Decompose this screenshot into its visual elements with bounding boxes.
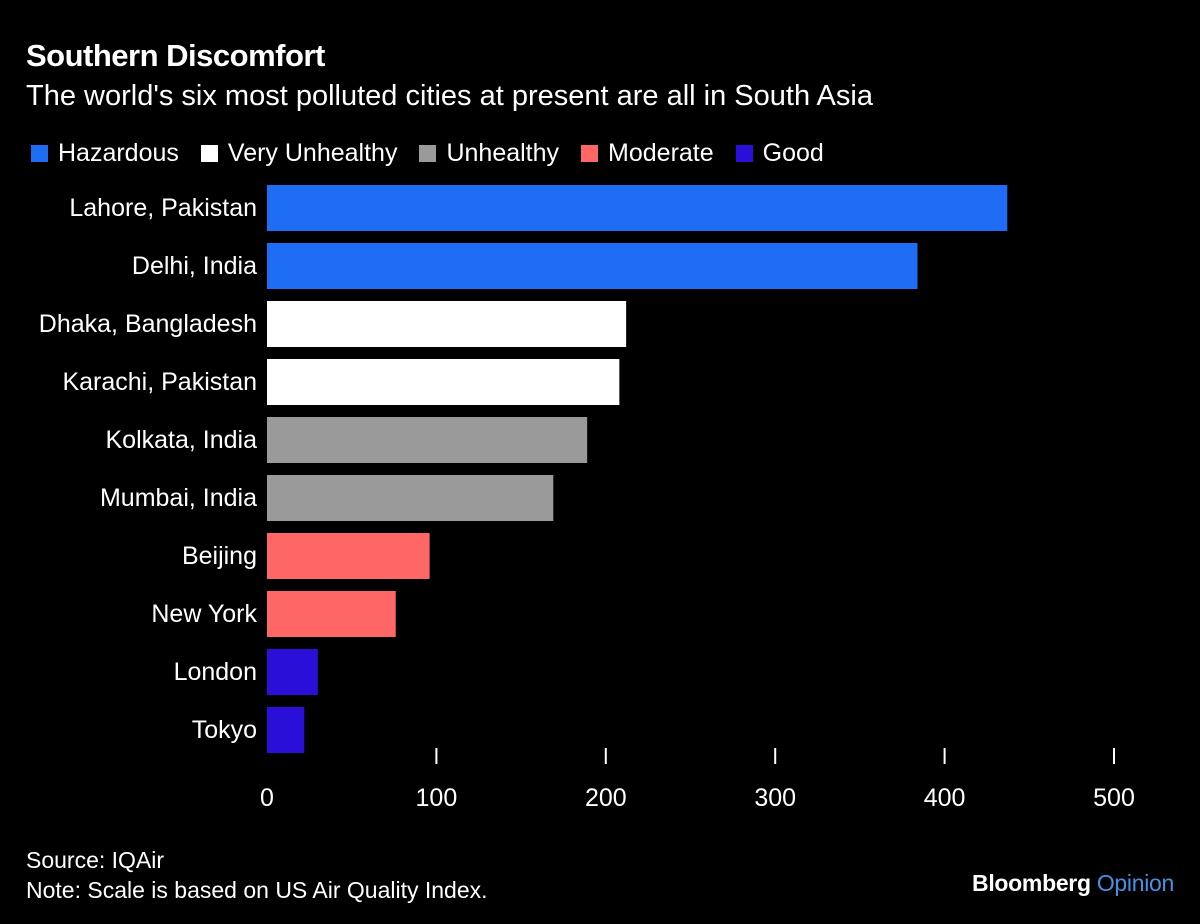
category-label: Dhaka, Bangladesh	[39, 310, 257, 338]
bar	[267, 707, 305, 753]
brand-main: Bloomberg	[972, 870, 1091, 896]
note-text: Note: Scale is based on US Air Quality I…	[26, 877, 488, 903]
legend-item: Good	[735, 138, 824, 168]
category-label: Delhi, India	[132, 252, 257, 280]
chart-legend: Hazardous Very Unhealthy Unhealthy Moderate…	[31, 136, 846, 170]
legend-swatch	[581, 144, 599, 162]
bar	[267, 475, 554, 521]
chart-subtitle: The world's six most polluted cities at …	[26, 80, 873, 112]
category-label: London	[174, 658, 257, 686]
legend-item: Very Unhealthy	[200, 138, 398, 168]
bar	[267, 591, 396, 637]
category-label: New York	[151, 600, 257, 628]
brand-accent: Opinion	[1096, 870, 1174, 896]
bar	[267, 185, 1008, 231]
chart-footer: Source: IQAir Note: Scale is based on US…	[26, 845, 488, 905]
chart-title: Southern Discomfort	[26, 38, 325, 73]
legend-label: Hazardous	[58, 138, 179, 167]
x-tick-label: 100	[416, 784, 458, 812]
brand-logo: Bloomberg Opinion	[972, 870, 1174, 897]
bar	[267, 417, 588, 463]
x-tick-label: 0	[260, 784, 274, 812]
x-tick-label: 200	[585, 784, 627, 812]
x-tick-label: 300	[754, 784, 796, 812]
category-label: Beijing	[182, 542, 257, 570]
bar	[267, 533, 430, 579]
legend-swatch	[31, 144, 48, 162]
legend-item: Moderate	[581, 139, 714, 168]
category-label: Kolkata, India	[106, 426, 258, 454]
legend-swatch	[735, 144, 753, 162]
legend-item: Hazardous	[31, 139, 179, 168]
legend-swatch	[419, 144, 437, 162]
legend-label: Very Unhealthy	[227, 138, 398, 167]
bar	[267, 243, 918, 289]
legend-label: Moderate	[608, 138, 714, 167]
bar	[267, 301, 627, 347]
bar-chart: Lahore, Pakistan Delhi, India Dhaka, Bangl…	[39, 185, 1135, 812]
category-label: Mumbai, India	[100, 484, 257, 512]
legend-swatch	[200, 144, 218, 162]
legend-label: Unhealthy	[446, 138, 560, 167]
legend-label: Good	[762, 138, 824, 167]
bar	[267, 359, 620, 405]
category-label: Karachi, Pakistan	[62, 368, 257, 396]
source-text: Source: IQAir	[26, 847, 165, 873]
bar	[267, 649, 318, 695]
category-label: Tokyo	[192, 716, 257, 744]
legend-item: Unhealthy	[419, 139, 559, 168]
x-tick-label: 500	[1093, 784, 1135, 812]
category-label: Lahore, Pakistan	[69, 194, 257, 222]
x-tick-label: 400	[924, 784, 966, 812]
